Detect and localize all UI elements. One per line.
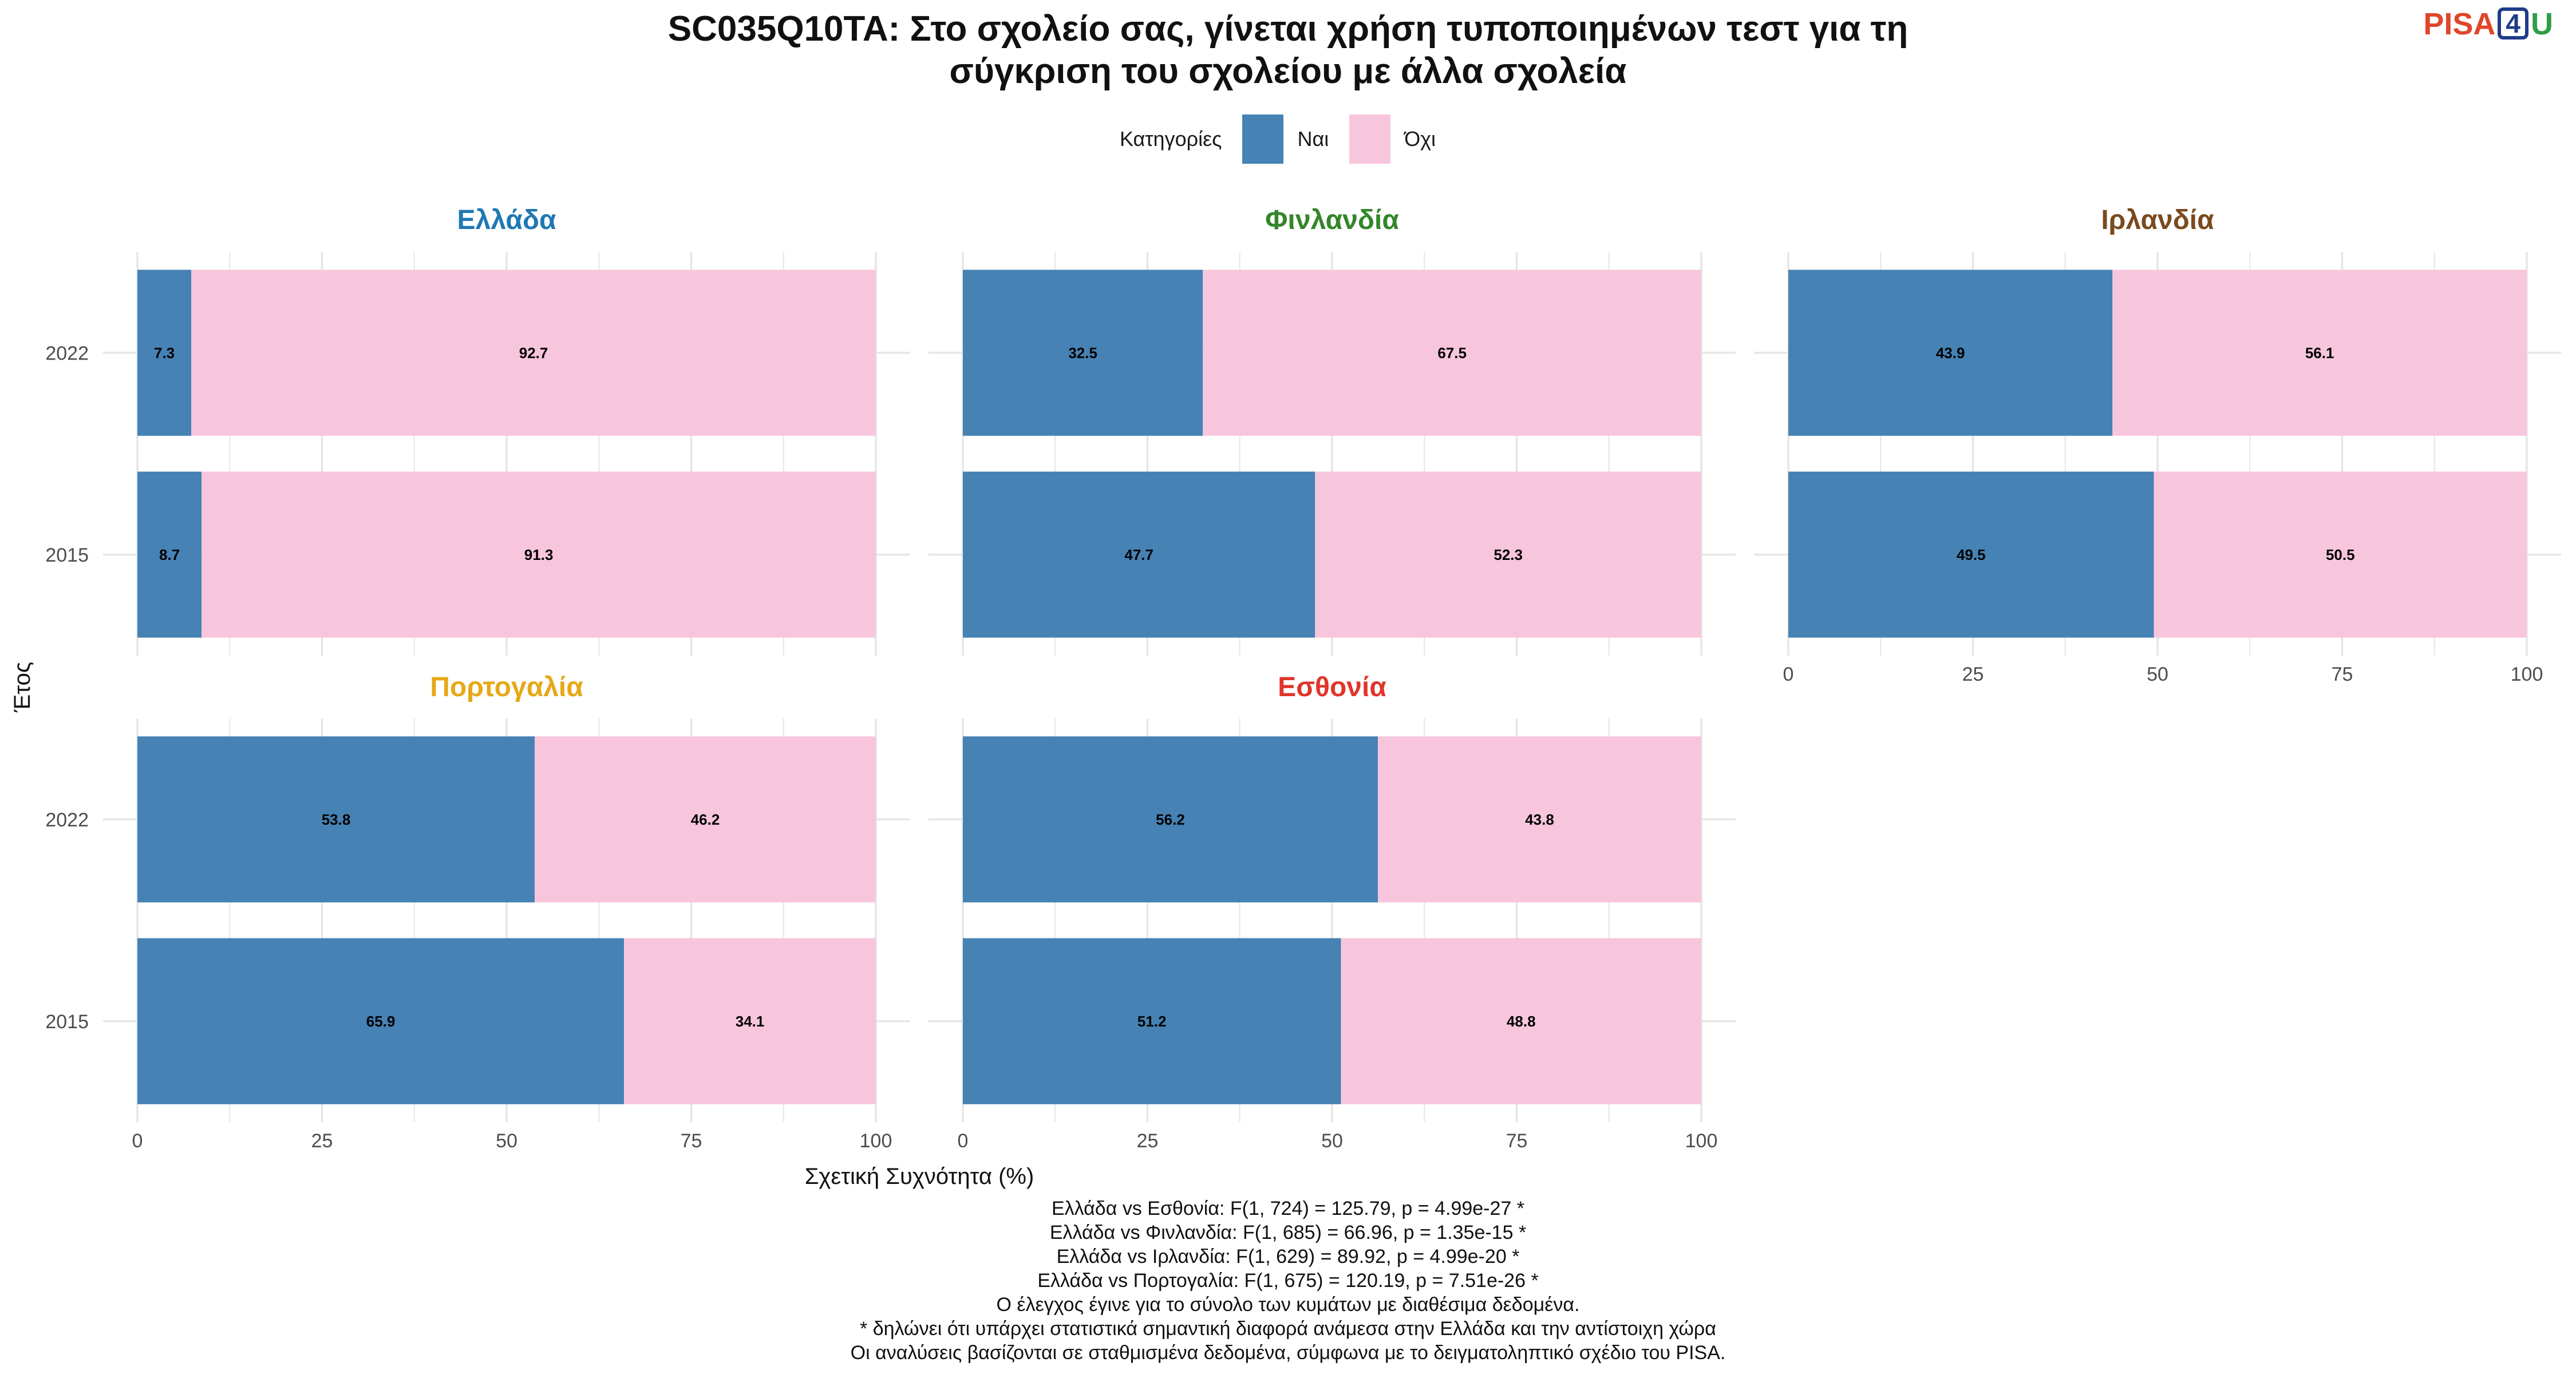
data-label: 56.1 xyxy=(2305,344,2334,361)
bar-nai xyxy=(137,471,202,638)
bar-oxi xyxy=(2112,270,2527,436)
chart-title: SC035Q10TA: Στο σχολείο σας, γίνεται χρή… xyxy=(0,8,2576,93)
x-tick-label: 75 xyxy=(2332,664,2353,685)
bar-nai xyxy=(1788,270,2113,436)
data-label: 46.2 xyxy=(691,811,720,828)
bar-oxi xyxy=(2154,471,2527,638)
data-label: 91.3 xyxy=(524,546,554,563)
x-tick-label: 100 xyxy=(2511,664,2543,685)
data-label: 8.7 xyxy=(159,546,180,563)
bar-nai xyxy=(963,938,1341,1104)
logo-u-text: U xyxy=(2531,7,2553,41)
x-tick-label: 25 xyxy=(311,1130,333,1152)
bar-nai xyxy=(137,736,535,903)
pisa4u-logo: PISA 4 U xyxy=(2423,6,2553,42)
data-label: 52.3 xyxy=(1494,546,1523,563)
y-tick-label: 2015 xyxy=(45,544,89,566)
bar-oxi xyxy=(624,938,876,1104)
bar-oxi xyxy=(1203,270,1701,436)
x-tick-label: 100 xyxy=(860,1130,892,1152)
x-tick-label: 0 xyxy=(958,1130,969,1152)
x-tick-label: 25 xyxy=(1962,664,1984,685)
note-line: * δηλώνει ότι υπάρχει στατιστικά σημαντι… xyxy=(860,1318,1716,1340)
panel-title: Εσθονία xyxy=(1278,672,1386,702)
data-label: 47.7 xyxy=(1124,546,1153,563)
faceted-bar-chart: Ελλάδα 7.3 92.7 2022 8.7 91.3 2015 Φινλανδία 32.… xyxy=(10,205,2561,1189)
y-tick-label: 2022 xyxy=(45,809,89,831)
bar-nai xyxy=(1788,471,2154,638)
x-tick-label: 75 xyxy=(681,1130,702,1152)
x-tick-label: 50 xyxy=(1321,1130,1343,1152)
note-line: Οι αναλύσεις βασίζονται σε σταθμισμένα δ… xyxy=(850,1342,1726,1364)
x-tick-label: 100 xyxy=(1685,1130,1718,1152)
note-line: Ελλάδα vs Πορτογαλία: F(1, 675) = 120.19… xyxy=(1037,1270,1539,1292)
chart-notes: Ελλάδα vs Εσθονία: F(1, 724) = 125.79, p… xyxy=(0,1197,2576,1365)
data-label: 50.5 xyxy=(2326,546,2355,563)
panel-title: Φινλανδία xyxy=(1265,205,1399,235)
panel-title: Πορτογαλία xyxy=(430,672,583,702)
chart-title-line-2: σύγκριση του σχολείου με άλλα σχολεία xyxy=(949,52,1627,91)
bar-oxi xyxy=(1377,736,1701,903)
data-label: 56.2 xyxy=(1156,811,1185,828)
note-line: Ελλάδα vs Ιρλανδία: F(1, 629) = 89.92, p… xyxy=(1056,1246,1520,1268)
data-label: 53.8 xyxy=(322,811,351,828)
bar-oxi xyxy=(535,736,876,903)
data-label: 43.8 xyxy=(1525,811,1554,828)
x-tick-label: 0 xyxy=(1783,664,1794,685)
x-tick-label: 25 xyxy=(1137,1130,1159,1152)
bar-nai xyxy=(963,270,1203,436)
data-label: 51.2 xyxy=(1137,1013,1167,1030)
legend: Κατηγορίες Ναι Όχι xyxy=(0,114,2576,164)
x-tick-label: 50 xyxy=(496,1130,517,1152)
logo-pisa-text: PISA xyxy=(2423,7,2496,41)
y-tick-label: 2022 xyxy=(45,342,89,364)
panel-title: Ιρλανδία xyxy=(2101,205,2214,235)
legend-title: Κατηγορίες xyxy=(1119,127,1222,151)
bar-nai xyxy=(963,736,1378,903)
bar-oxi xyxy=(1341,938,1701,1104)
data-label: 48.8 xyxy=(1507,1013,1536,1030)
x-axis-title: Σχετική Συχνότητα (%) xyxy=(805,1164,1034,1189)
legend-label-oxi: Όχι xyxy=(1404,127,1436,151)
y-axis-title: Έτος xyxy=(10,662,35,713)
data-label: 65.9 xyxy=(366,1013,396,1030)
data-label: 34.1 xyxy=(736,1013,765,1030)
bar-nai xyxy=(963,471,1315,638)
bar-oxi xyxy=(191,270,876,436)
x-tick-label: 50 xyxy=(2147,664,2168,685)
x-tick-label: 75 xyxy=(1506,1130,1528,1152)
data-label: 49.5 xyxy=(1957,546,1986,563)
legend-key-oxi xyxy=(1349,114,1391,164)
data-label: 92.7 xyxy=(519,344,548,361)
bar-nai xyxy=(137,938,625,1104)
data-label: 67.5 xyxy=(1437,344,1467,361)
legend-key-nai xyxy=(1242,114,1284,164)
data-label: 43.9 xyxy=(1936,344,1965,361)
y-tick-label: 2015 xyxy=(45,1011,89,1033)
note-line: Ελλάδα vs Εσθονία: F(1, 724) = 125.79, p… xyxy=(1051,1198,1524,1219)
data-label: 32.5 xyxy=(1068,344,1097,361)
data-label: 7.3 xyxy=(154,344,175,361)
legend-label-nai: Ναι xyxy=(1297,127,1329,151)
note-line: Ελλάδα vs Φινλανδία: F(1, 685) = 66.96, … xyxy=(1049,1222,1527,1243)
panel-title: Ελλάδα xyxy=(457,205,556,235)
chart-title-line-1: SC035Q10TA: Στο σχολείο σας, γίνεται χρή… xyxy=(667,9,1909,49)
logo-four-text: 4 xyxy=(2498,7,2528,40)
x-tick-label: 0 xyxy=(132,1130,143,1152)
bar-nai xyxy=(137,270,192,436)
note-line: Ο έλεγχος έγινε για το σύνολο των κυμάτω… xyxy=(996,1294,1580,1316)
bar-oxi xyxy=(202,471,876,638)
bar-oxi xyxy=(1315,471,1701,638)
